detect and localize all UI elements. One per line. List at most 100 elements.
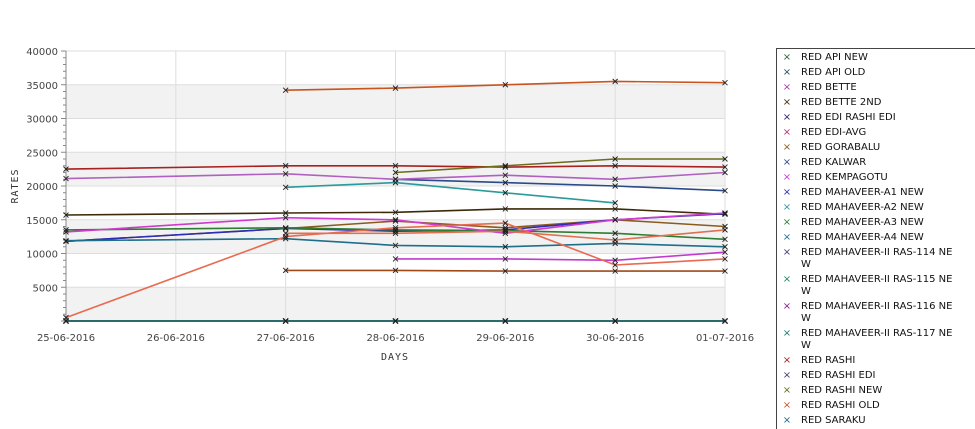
legend-label: RED SARAKU xyxy=(801,415,866,426)
legend-label: RED MAHAVEER-II RAS-116 NEW xyxy=(801,301,953,324)
data-point-marker xyxy=(612,262,618,268)
legend-item: × RED MAHAVEER-II RAS-114 NEW xyxy=(777,244,975,271)
series-line xyxy=(65,208,726,216)
legend-item: × RED API NEW xyxy=(777,49,975,64)
data-point-marker xyxy=(612,78,618,85)
legend-marker-icon: × xyxy=(782,415,792,426)
legend-marker-icon: × xyxy=(782,82,792,93)
data-point-marker xyxy=(282,225,289,231)
data-point-marker xyxy=(612,237,618,243)
legend-label: RED MAHAVEER-II RAS-117 NEW xyxy=(801,328,953,351)
legend-label: RED MAHAVEER-II RAS-115 NEW xyxy=(801,274,953,297)
legend-marker-icon: × xyxy=(782,172,792,183)
data-point-marker xyxy=(722,249,728,255)
series-line xyxy=(395,178,726,192)
data-point-marker xyxy=(502,256,509,262)
legend-label: RED BETTE 2ND xyxy=(801,97,882,108)
y-tick-labels: 5000 10000 15000 20000 25000 30000 35000 40000 xyxy=(26,47,58,294)
legend-marker-icon: × xyxy=(782,142,792,153)
legend-label: RED BETTE xyxy=(801,82,857,93)
data-point-marker xyxy=(282,230,289,237)
data-point-marker xyxy=(392,85,399,91)
data-point-marker xyxy=(392,267,399,274)
legend-label: RED MAHAVEER-A4 NEW xyxy=(801,232,924,243)
series-markers xyxy=(63,78,728,324)
legend-marker-icon: × xyxy=(782,202,792,213)
data-point-marker xyxy=(392,176,399,183)
data-point-marker xyxy=(722,164,728,170)
series-line xyxy=(65,171,726,181)
legend-item: × RED EDI-AVG xyxy=(777,124,975,139)
legend-item: × RED GORABALU xyxy=(777,139,975,154)
legend-item: × RED EDI RASHI EDI xyxy=(777,109,975,124)
legend-item: × RED RASHI NEW xyxy=(777,382,975,397)
legend-item: × RED RASHI OLD xyxy=(777,397,975,412)
data-point-marker xyxy=(612,156,618,162)
x-tick-label: 28-06-2016 xyxy=(366,333,424,344)
series-line xyxy=(65,222,726,319)
data-point-marker xyxy=(392,169,399,176)
data-point-marker xyxy=(392,162,399,169)
legend-label: RED MAHAVEER-II RAS-114 NEW xyxy=(801,247,953,270)
legend-item: × RED KALWAR xyxy=(777,154,975,169)
legend-label: RED API NEW xyxy=(801,52,868,63)
data-point-marker xyxy=(612,200,618,206)
data-point-marker xyxy=(722,227,728,233)
data-point-marker xyxy=(502,172,509,179)
data-point-marker xyxy=(282,87,289,93)
legend-marker-icon: × xyxy=(782,67,792,78)
y-tick-label: 5000 xyxy=(33,283,58,294)
legend-item: × RED MAHAVEER-A4 NEW xyxy=(777,229,975,244)
data-point-marker xyxy=(722,187,728,194)
data-point-marker xyxy=(612,268,618,274)
legend-item: × RED RASHI EDI xyxy=(777,367,975,382)
y-tick-label: 20000 xyxy=(26,182,58,193)
series-line xyxy=(395,251,726,262)
data-point-marker xyxy=(502,268,509,274)
data-point-marker xyxy=(392,225,399,231)
legend-marker-icon: × xyxy=(782,385,792,396)
x-tick-label: 30-06-2016 xyxy=(586,333,644,344)
legend-label: RED MAHAVEER-A1 NEW xyxy=(801,187,924,198)
legend-item: × RED API OLD xyxy=(777,64,975,79)
x-tick-label: 01-07-2016 xyxy=(696,333,754,344)
data-point-marker xyxy=(722,243,728,250)
legend-marker-icon: × xyxy=(782,400,792,411)
series-line xyxy=(65,237,726,248)
data-point-marker xyxy=(612,183,618,189)
data-point-marker xyxy=(63,237,69,244)
series-line xyxy=(395,158,725,174)
data-point-marker xyxy=(612,176,618,183)
legend-marker-icon: × xyxy=(782,112,792,123)
data-point-marker xyxy=(502,206,509,212)
legend-label: RED GORABALU xyxy=(801,142,881,153)
data-point-marker xyxy=(502,189,509,196)
legend-marker-icon: × xyxy=(782,328,792,339)
legend-marker-icon: × xyxy=(782,274,792,285)
data-point-marker xyxy=(63,212,69,218)
data-point-marker xyxy=(282,214,289,221)
series-line xyxy=(65,212,726,235)
data-point-marker xyxy=(722,210,728,216)
data-point-marker xyxy=(63,314,69,321)
data-point-marker xyxy=(502,220,509,226)
data-point-marker xyxy=(392,218,399,224)
legend-marker-icon: × xyxy=(782,232,792,243)
data-point-marker xyxy=(722,156,728,162)
legend-item: × RED MAHAVEER-II RAS-116 NEW xyxy=(777,298,975,325)
data-point-marker xyxy=(282,171,289,177)
data-point-marker xyxy=(282,235,289,242)
series-line xyxy=(65,164,726,170)
legend-label: RED API OLD xyxy=(801,67,866,78)
y-axis-title: RATES xyxy=(10,168,21,203)
legend-marker-icon: × xyxy=(782,247,792,258)
y-tick-label: 10000 xyxy=(26,250,58,261)
data-point-marker xyxy=(612,206,618,212)
legend-item: × RED MAHAVEER-A1 NEW xyxy=(777,184,975,199)
legend-label: RED KEMPAGOTU xyxy=(801,172,888,183)
data-point-marker xyxy=(282,225,289,232)
legend-item: × RED MAHAVEER-II RAS-117 NEW xyxy=(777,325,975,352)
x-tick-label: 26-06-2016 xyxy=(147,333,205,344)
legend-label: RED RASHI EDI xyxy=(801,370,876,381)
x-tick-label: 25-06-2016 xyxy=(37,333,95,344)
